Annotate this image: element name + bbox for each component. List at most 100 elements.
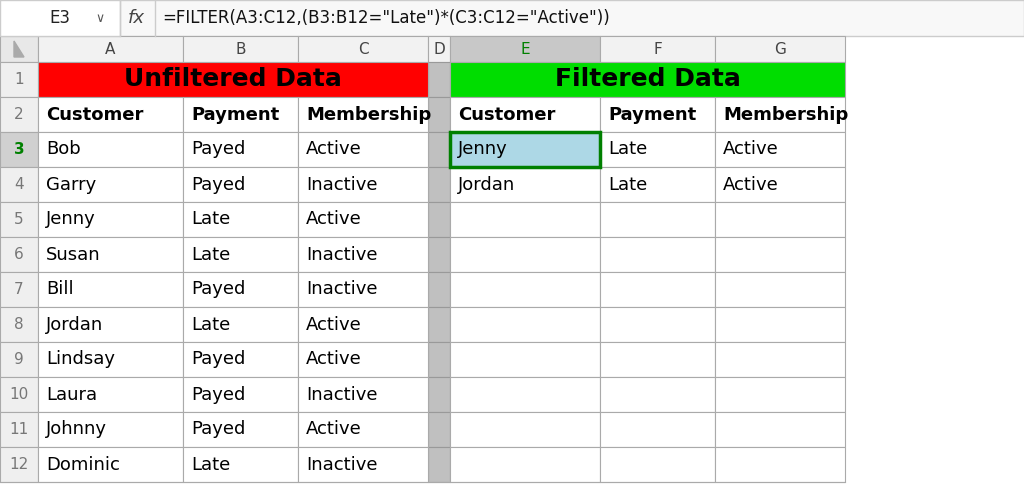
Bar — [298, 36, 428, 62]
Text: Inactive: Inactive — [306, 386, 378, 404]
Bar — [600, 307, 715, 342]
Bar — [428, 202, 450, 237]
Bar — [38, 307, 183, 342]
Bar — [428, 342, 450, 377]
Bar — [715, 132, 845, 167]
Bar — [428, 132, 450, 167]
Text: E: E — [520, 41, 529, 57]
Bar — [0, 132, 38, 167]
Text: 4: 4 — [14, 177, 24, 192]
Bar — [38, 167, 183, 202]
Bar — [298, 272, 428, 307]
Bar — [600, 377, 715, 412]
Text: Inactive: Inactive — [306, 245, 378, 264]
Text: Jenny: Jenny — [46, 210, 96, 228]
Bar — [298, 202, 428, 237]
Text: Garry: Garry — [46, 176, 96, 194]
Bar — [428, 272, 450, 307]
Text: Active: Active — [306, 141, 361, 159]
Bar — [38, 237, 183, 272]
Bar — [450, 202, 600, 237]
Bar — [428, 97, 450, 132]
Bar — [298, 307, 428, 342]
Text: Late: Late — [191, 455, 230, 473]
Bar — [38, 132, 183, 167]
Text: Filtered Data: Filtered Data — [555, 67, 740, 92]
Text: Payment: Payment — [608, 105, 696, 123]
Bar — [600, 342, 715, 377]
Text: Susan: Susan — [46, 245, 100, 264]
Text: Late: Late — [191, 210, 230, 228]
Bar — [600, 167, 715, 202]
Bar — [38, 36, 183, 62]
Bar — [183, 132, 298, 167]
Text: G: G — [774, 41, 786, 57]
Bar — [600, 36, 715, 62]
Text: Late: Late — [191, 316, 230, 333]
Bar — [450, 272, 600, 307]
Bar — [715, 412, 845, 447]
Bar — [298, 447, 428, 482]
Polygon shape — [14, 41, 24, 57]
Text: Active: Active — [306, 316, 361, 333]
Text: Inactive: Inactive — [306, 455, 378, 473]
Text: 3: 3 — [13, 142, 25, 157]
Text: Payment: Payment — [191, 105, 280, 123]
Text: Dominic: Dominic — [46, 455, 120, 473]
Bar — [298, 342, 428, 377]
Text: 7: 7 — [14, 282, 24, 297]
Bar — [715, 307, 845, 342]
Text: Payed: Payed — [191, 350, 246, 368]
Bar — [0, 0, 1024, 36]
Bar — [428, 62, 450, 97]
Text: Inactive: Inactive — [306, 176, 378, 194]
Bar — [298, 412, 428, 447]
Bar — [428, 36, 450, 62]
Bar — [38, 202, 183, 237]
Bar — [600, 132, 715, 167]
Text: 9: 9 — [14, 352, 24, 367]
Bar — [0, 97, 38, 132]
Bar — [0, 342, 38, 377]
Text: D: D — [433, 41, 444, 57]
Bar — [450, 36, 600, 62]
Bar — [450, 307, 600, 342]
Text: Jenny: Jenny — [458, 141, 508, 159]
Bar — [0, 167, 38, 202]
Text: Bill: Bill — [46, 281, 74, 299]
Bar — [428, 447, 450, 482]
Text: E3: E3 — [49, 9, 71, 27]
Bar — [450, 132, 600, 167]
Bar — [183, 307, 298, 342]
Text: 2: 2 — [14, 107, 24, 122]
Bar — [715, 272, 845, 307]
Bar — [38, 97, 183, 132]
Bar — [38, 272, 183, 307]
Text: Jordan: Jordan — [458, 176, 515, 194]
Bar — [183, 412, 298, 447]
Bar — [0, 62, 38, 97]
Bar — [450, 62, 845, 97]
Bar — [428, 307, 450, 342]
Text: Bob: Bob — [46, 141, 81, 159]
Bar — [715, 36, 845, 62]
Bar — [600, 447, 715, 482]
Text: A: A — [105, 41, 116, 57]
Text: 10: 10 — [9, 387, 29, 402]
Text: Membership: Membership — [723, 105, 848, 123]
Text: 11: 11 — [9, 422, 29, 437]
Bar — [298, 97, 428, 132]
Text: Payed: Payed — [191, 176, 246, 194]
Text: 6: 6 — [14, 247, 24, 262]
Bar — [600, 272, 715, 307]
Bar — [0, 412, 38, 447]
Text: 5: 5 — [14, 212, 24, 227]
Text: 1: 1 — [14, 72, 24, 87]
Bar — [183, 237, 298, 272]
Bar — [450, 412, 600, 447]
Bar — [183, 342, 298, 377]
Text: ∨: ∨ — [95, 12, 104, 24]
Text: Payed: Payed — [191, 421, 246, 439]
Bar — [183, 447, 298, 482]
Bar — [715, 237, 845, 272]
